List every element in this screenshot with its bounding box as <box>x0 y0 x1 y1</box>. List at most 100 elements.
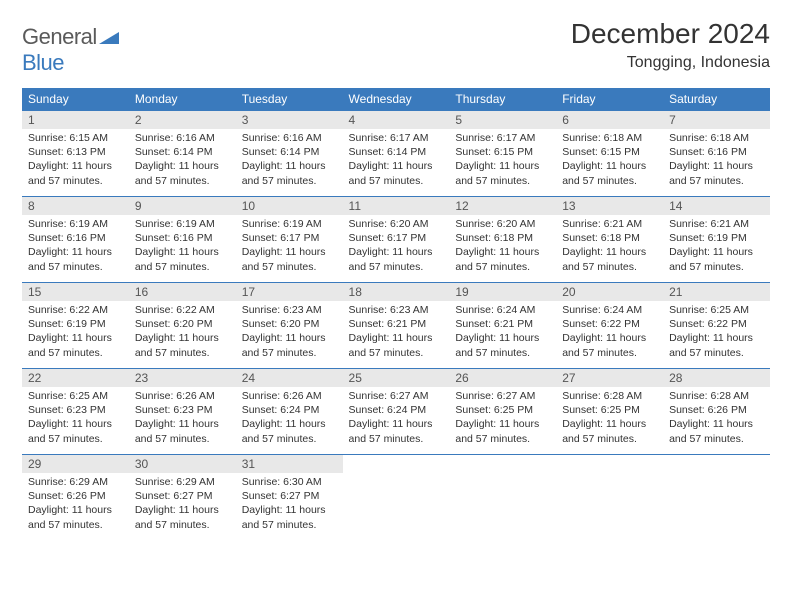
calendar-cell: 8Sunrise: 6:19 AMSunset: 6:16 PMDaylight… <box>22 197 129 283</box>
daylight-text: Daylight: 11 hours <box>135 245 230 259</box>
day-number: 8 <box>22 197 129 215</box>
day-number: 7 <box>663 111 770 129</box>
calendar-cell: 19Sunrise: 6:24 AMSunset: 6:21 PMDayligh… <box>449 283 556 369</box>
daylight-text: and 57 minutes. <box>28 518 123 532</box>
day-number: 1 <box>22 111 129 129</box>
sunrise-text: Sunrise: 6:24 AM <box>562 303 657 317</box>
calendar-cell-empty <box>343 455 450 541</box>
day-details: Sunrise: 6:24 AMSunset: 6:22 PMDaylight:… <box>556 301 663 364</box>
sunrise-text: Sunrise: 6:21 AM <box>669 217 764 231</box>
day-number: 24 <box>236 369 343 387</box>
day-number: 9 <box>129 197 236 215</box>
day-details: Sunrise: 6:16 AMSunset: 6:14 PMDaylight:… <box>236 129 343 192</box>
daylight-text: and 57 minutes. <box>562 174 657 188</box>
daylight-text: Daylight: 11 hours <box>242 331 337 345</box>
sunrise-text: Sunrise: 6:23 AM <box>242 303 337 317</box>
daylight-text: Daylight: 11 hours <box>242 417 337 431</box>
daylight-text: and 57 minutes. <box>349 260 444 274</box>
sunrise-text: Sunrise: 6:26 AM <box>242 389 337 403</box>
weekday-header: Monday <box>129 88 236 111</box>
sunset-text: Sunset: 6:26 PM <box>28 489 123 503</box>
sunset-text: Sunset: 6:14 PM <box>135 145 230 159</box>
calendar-cell: 9Sunrise: 6:19 AMSunset: 6:16 PMDaylight… <box>129 197 236 283</box>
logo-text: General Blue <box>22 24 119 76</box>
daylight-text: and 57 minutes. <box>455 346 550 360</box>
sunset-text: Sunset: 6:27 PM <box>135 489 230 503</box>
calendar-cell: 24Sunrise: 6:26 AMSunset: 6:24 PMDayligh… <box>236 369 343 455</box>
daylight-text: and 57 minutes. <box>28 346 123 360</box>
daylight-text: Daylight: 11 hours <box>455 417 550 431</box>
sunset-text: Sunset: 6:22 PM <box>669 317 764 331</box>
sunrise-text: Sunrise: 6:20 AM <box>455 217 550 231</box>
daylight-text: Daylight: 11 hours <box>135 417 230 431</box>
sunset-text: Sunset: 6:19 PM <box>669 231 764 245</box>
calendar-cell: 27Sunrise: 6:28 AMSunset: 6:25 PMDayligh… <box>556 369 663 455</box>
daylight-text: Daylight: 11 hours <box>242 245 337 259</box>
daylight-text: Daylight: 11 hours <box>349 417 444 431</box>
day-number: 25 <box>343 369 450 387</box>
daylight-text: and 57 minutes. <box>669 174 764 188</box>
daylight-text: and 57 minutes. <box>135 260 230 274</box>
day-details: Sunrise: 6:15 AMSunset: 6:13 PMDaylight:… <box>22 129 129 192</box>
day-details: Sunrise: 6:28 AMSunset: 6:25 PMDaylight:… <box>556 387 663 450</box>
daylight-text: and 57 minutes. <box>135 518 230 532</box>
sunset-text: Sunset: 6:17 PM <box>242 231 337 245</box>
daylight-text: Daylight: 11 hours <box>669 159 764 173</box>
day-number: 5 <box>449 111 556 129</box>
weekday-header-row: Sunday Monday Tuesday Wednesday Thursday… <box>22 88 770 111</box>
daylight-text: and 57 minutes. <box>28 260 123 274</box>
sunrise-text: Sunrise: 6:19 AM <box>135 217 230 231</box>
day-number: 20 <box>556 283 663 301</box>
day-details: Sunrise: 6:19 AMSunset: 6:17 PMDaylight:… <box>236 215 343 278</box>
day-details: Sunrise: 6:25 AMSunset: 6:23 PMDaylight:… <box>22 387 129 450</box>
sunset-text: Sunset: 6:15 PM <box>455 145 550 159</box>
calendar-cell: 18Sunrise: 6:23 AMSunset: 6:21 PMDayligh… <box>343 283 450 369</box>
day-details: Sunrise: 6:21 AMSunset: 6:18 PMDaylight:… <box>556 215 663 278</box>
sunrise-text: Sunrise: 6:15 AM <box>28 131 123 145</box>
calendar-cell: 1Sunrise: 6:15 AMSunset: 6:13 PMDaylight… <box>22 111 129 197</box>
daylight-text: Daylight: 11 hours <box>562 159 657 173</box>
daylight-text: and 57 minutes. <box>28 174 123 188</box>
daylight-text: Daylight: 11 hours <box>669 331 764 345</box>
calendar-cell: 28Sunrise: 6:28 AMSunset: 6:26 PMDayligh… <box>663 369 770 455</box>
day-details: Sunrise: 6:30 AMSunset: 6:27 PMDaylight:… <box>236 473 343 536</box>
sunset-text: Sunset: 6:27 PM <box>242 489 337 503</box>
sunrise-text: Sunrise: 6:20 AM <box>349 217 444 231</box>
day-number: 26 <box>449 369 556 387</box>
daylight-text: Daylight: 11 hours <box>669 417 764 431</box>
sunset-text: Sunset: 6:26 PM <box>669 403 764 417</box>
day-details: Sunrise: 6:17 AMSunset: 6:14 PMDaylight:… <box>343 129 450 192</box>
daylight-text: Daylight: 11 hours <box>669 245 764 259</box>
sunrise-text: Sunrise: 6:18 AM <box>562 131 657 145</box>
weekday-header: Wednesday <box>343 88 450 111</box>
sunset-text: Sunset: 6:23 PM <box>28 403 123 417</box>
daylight-text: and 57 minutes. <box>349 346 444 360</box>
sunset-text: Sunset: 6:23 PM <box>135 403 230 417</box>
sunrise-text: Sunrise: 6:25 AM <box>28 389 123 403</box>
sunset-text: Sunset: 6:25 PM <box>562 403 657 417</box>
header: General Blue December 2024 Tongging, Ind… <box>22 18 770 76</box>
daylight-text: Daylight: 11 hours <box>349 331 444 345</box>
calendar-row: 15Sunrise: 6:22 AMSunset: 6:19 PMDayligh… <box>22 283 770 369</box>
day-number: 18 <box>343 283 450 301</box>
calendar-cell: 16Sunrise: 6:22 AMSunset: 6:20 PMDayligh… <box>129 283 236 369</box>
calendar-cell: 12Sunrise: 6:20 AMSunset: 6:18 PMDayligh… <box>449 197 556 283</box>
calendar-cell: 22Sunrise: 6:25 AMSunset: 6:23 PMDayligh… <box>22 369 129 455</box>
calendar-cell: 17Sunrise: 6:23 AMSunset: 6:20 PMDayligh… <box>236 283 343 369</box>
day-number: 30 <box>129 455 236 473</box>
sunset-text: Sunset: 6:25 PM <box>455 403 550 417</box>
sunrise-text: Sunrise: 6:23 AM <box>349 303 444 317</box>
day-details: Sunrise: 6:29 AMSunset: 6:27 PMDaylight:… <box>129 473 236 536</box>
day-details: Sunrise: 6:28 AMSunset: 6:26 PMDaylight:… <box>663 387 770 450</box>
day-details: Sunrise: 6:20 AMSunset: 6:17 PMDaylight:… <box>343 215 450 278</box>
sunset-text: Sunset: 6:21 PM <box>455 317 550 331</box>
day-number: 21 <box>663 283 770 301</box>
sunrise-text: Sunrise: 6:17 AM <box>349 131 444 145</box>
calendar-cell: 7Sunrise: 6:18 AMSunset: 6:16 PMDaylight… <box>663 111 770 197</box>
daylight-text: Daylight: 11 hours <box>28 503 123 517</box>
day-details: Sunrise: 6:27 AMSunset: 6:25 PMDaylight:… <box>449 387 556 450</box>
sunset-text: Sunset: 6:20 PM <box>242 317 337 331</box>
daylight-text: Daylight: 11 hours <box>28 417 123 431</box>
day-number: 11 <box>343 197 450 215</box>
day-details: Sunrise: 6:22 AMSunset: 6:19 PMDaylight:… <box>22 301 129 364</box>
